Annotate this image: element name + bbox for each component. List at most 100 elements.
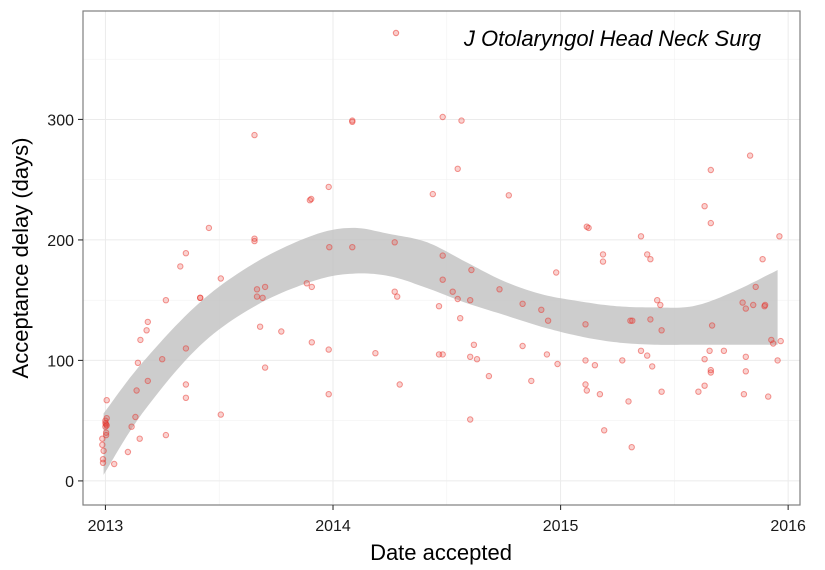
data-point [637,233,645,240]
data-point [543,351,551,358]
data-point [99,459,107,466]
data-point [658,388,665,395]
data-point [458,117,465,124]
data-point [251,237,258,245]
data-point [308,195,315,203]
data-point [740,391,748,398]
data-point [136,435,143,442]
data-point [505,192,512,199]
data-point [134,359,142,366]
data-point [457,315,464,322]
data-point [627,317,634,324]
data-point [519,342,526,350]
data-point [759,256,766,263]
data-point [761,301,769,309]
data-point [585,224,592,232]
data-point [182,394,190,401]
data-point [467,416,474,423]
data-point [644,251,651,258]
data-point [582,381,589,388]
data-point [100,447,107,454]
data-point [454,295,461,303]
data-point [599,258,607,265]
data-point [349,118,356,126]
data-point [582,321,589,328]
data-point [325,391,332,398]
y-tick-label: 0 [65,474,74,491]
data-point [205,224,213,232]
data-point [591,362,599,369]
data-point [625,398,632,405]
data-point [133,387,140,394]
data-point [128,423,135,430]
data-point [394,293,401,300]
data-point [553,269,560,276]
data-point [349,244,356,251]
data-point [303,280,310,287]
data-point [372,350,379,357]
data-point [750,301,757,309]
data-point [439,252,446,259]
data-point [473,356,481,363]
data-point [144,377,152,385]
data-point [439,113,446,121]
data-point [217,411,225,418]
data-point [124,448,132,456]
data-point [528,377,535,385]
legend: J Otolaryngol Head Neck Surg [392,26,762,51]
data-point [182,381,190,388]
data-point [776,233,783,240]
data-point [251,131,258,139]
data-point [261,364,269,371]
data-point [742,305,749,312]
y-tick-label: 200 [47,233,74,250]
data-point [707,166,714,174]
data-point [601,427,608,434]
data-point [439,351,446,358]
data-point [197,294,204,301]
data-point [259,294,266,301]
data-point [538,306,545,313]
y-tick-label: 300 [47,112,74,129]
data-point [739,299,746,306]
y-tick-label: 100 [47,353,74,370]
y-axis-title: Acceptance delay (days) [8,138,33,379]
data-point [159,356,166,363]
data-point [99,435,106,442]
data-point [111,460,118,468]
data-points [99,113,784,468]
data-point [649,363,656,370]
data-point [695,388,702,395]
data-point [278,328,285,335]
data-point [519,300,526,307]
data-point [765,393,772,400]
data-point [644,352,651,359]
data-point [706,347,713,354]
data-point [774,357,781,364]
data-point [253,293,261,300]
data-point [470,341,478,348]
data-point [637,347,645,354]
smooth-ribbon [103,227,778,475]
data-point [253,286,261,293]
data-point [647,256,654,263]
x-tick-label: 2013 [88,518,124,535]
data-point [99,441,106,448]
x-tick-label: 2016 [770,518,806,535]
data-point [137,336,144,344]
data-point [467,297,474,304]
confidence-band [103,227,778,475]
data-point [544,317,552,324]
data-point [582,357,589,364]
data-point [742,353,749,360]
data-point [103,397,110,404]
x-tick-label: 2015 [543,518,579,535]
data-point [326,244,333,251]
data-point [217,275,225,282]
data-point [647,316,654,323]
data-point [396,381,403,388]
x-axis-ticks: 2013 2014 2015 2016 [88,505,806,535]
data-point [182,250,190,257]
data-point [162,431,170,439]
